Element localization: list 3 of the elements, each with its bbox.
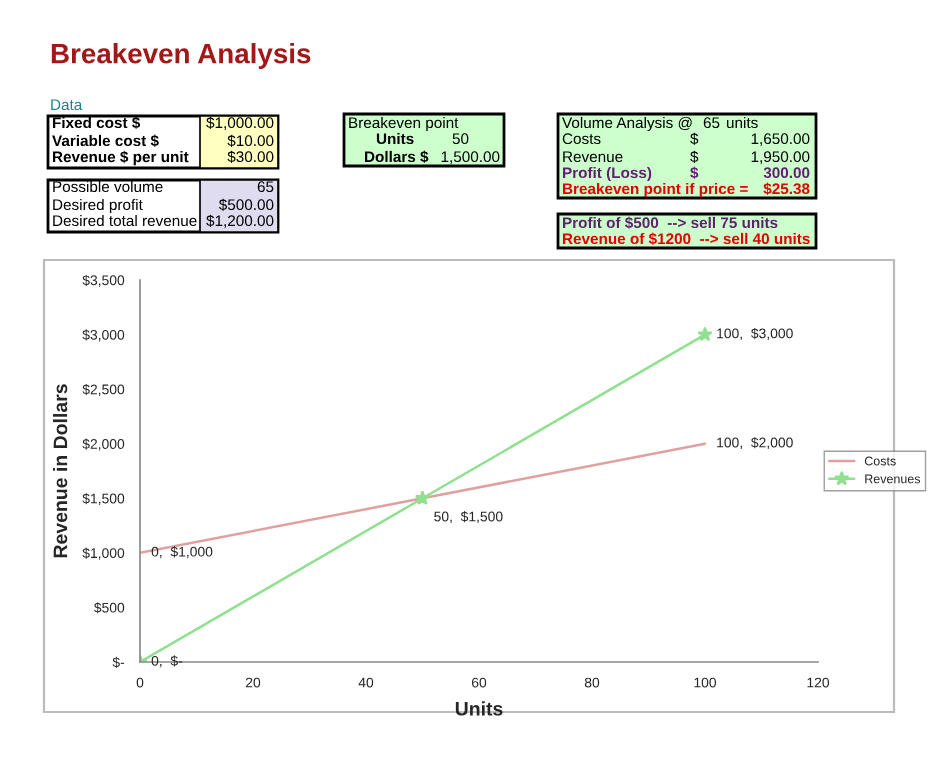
x-axis-title: Units — [455, 701, 503, 716]
chart-title: Breakeven Analysis — [51, 43, 311, 69]
y-axis-title: Revenue in Dollars — [53, 384, 68, 558]
